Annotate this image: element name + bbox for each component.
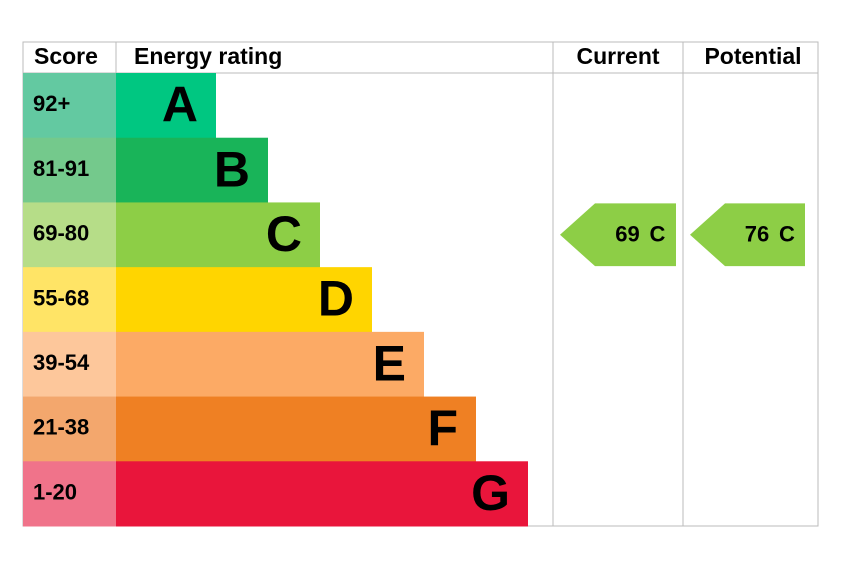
score-range: 55-68	[33, 285, 89, 310]
score-range: 92+	[33, 91, 70, 116]
rating-letter: A	[162, 77, 198, 133]
rating-bar	[116, 461, 528, 527]
header: Energy rating	[134, 43, 282, 69]
score-cell	[23, 137, 116, 203]
rating-arrow	[690, 203, 805, 267]
score-range: 21-38	[33, 415, 89, 440]
header: Current	[576, 43, 659, 69]
score-cell	[23, 396, 116, 462]
header: Potential	[704, 43, 801, 69]
rating-letter: F	[427, 400, 458, 456]
rating-bar	[116, 202, 320, 268]
score-range: 1-20	[33, 479, 77, 504]
score-range: 81-91	[33, 156, 89, 181]
header: Score	[34, 43, 98, 69]
score-cell	[23, 267, 116, 333]
rating-value: 69	[615, 222, 639, 247]
rating-bar	[116, 73, 216, 139]
score-cell	[23, 202, 116, 268]
rating-arrow	[560, 203, 676, 267]
rating-letter: B	[214, 141, 250, 197]
rating-value: 76	[745, 222, 769, 247]
rating-letter: D	[318, 271, 354, 327]
score-cell	[23, 73, 116, 139]
score-range: 69-80	[33, 221, 89, 246]
rating-bar	[116, 331, 424, 398]
rating-letter-small: C	[650, 222, 666, 247]
rating-bar	[116, 267, 372, 333]
rating-bar	[116, 396, 476, 462]
rating-letter: E	[373, 335, 406, 391]
rating-letter-small: C	[779, 222, 795, 247]
rating-letter: C	[266, 206, 302, 262]
rating-letter: G	[471, 465, 510, 521]
score-cell	[23, 331, 116, 398]
score-cell	[23, 461, 116, 527]
score-range: 39-54	[33, 350, 90, 375]
rating-bar	[116, 137, 268, 203]
